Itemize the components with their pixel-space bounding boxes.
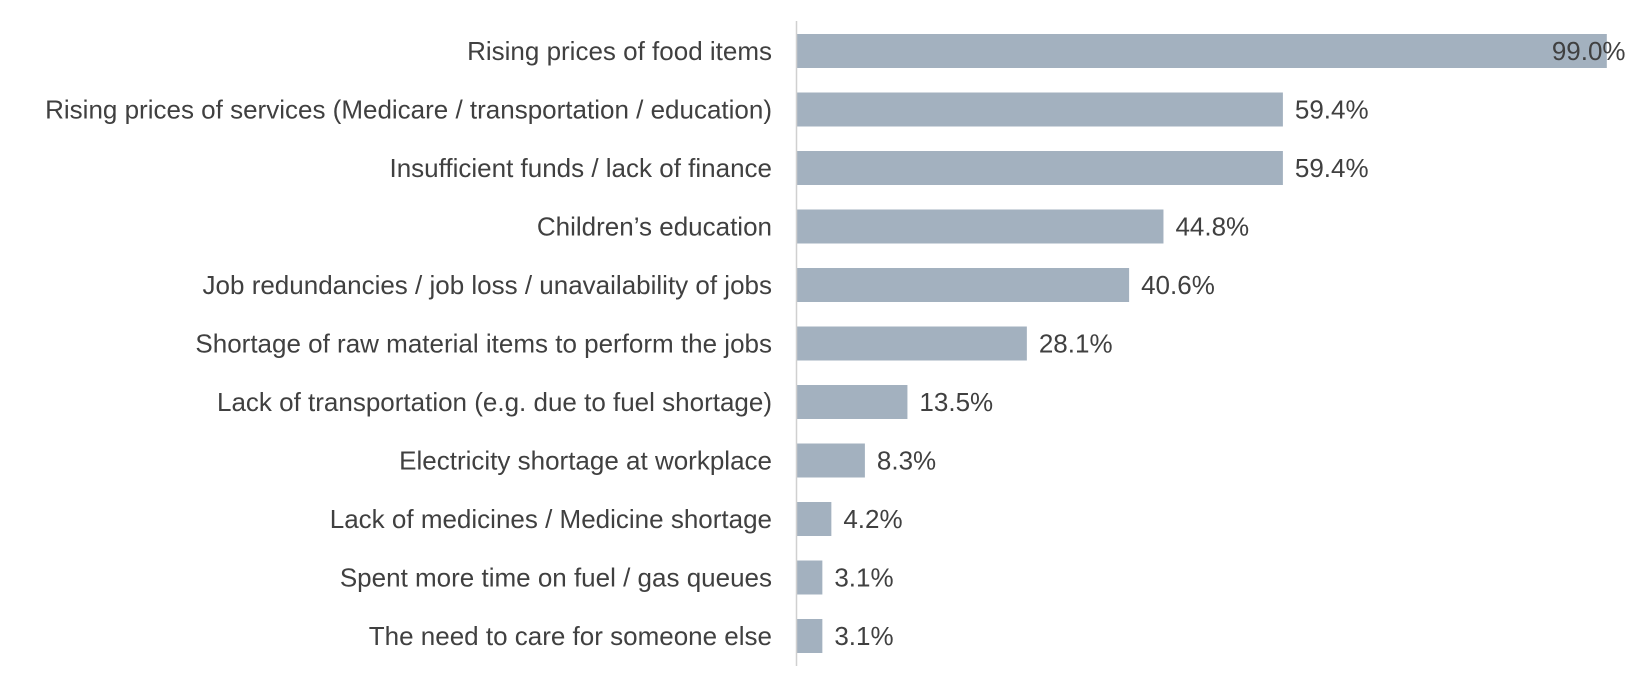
category-labels: Rising prices of food items Rising prices… xyxy=(45,36,772,651)
value-label: 8.3% xyxy=(877,446,936,476)
value-label: 40.6% xyxy=(1141,270,1215,300)
value-label: 3.1% xyxy=(834,563,893,593)
bar xyxy=(797,560,823,595)
category-label: Rising prices of food items xyxy=(467,36,772,66)
category-label: Lack of medicines / Medicine shortage xyxy=(330,504,772,534)
category-label: Shortage of raw material items to perfor… xyxy=(195,329,772,359)
value-label: 4.2% xyxy=(843,504,902,534)
bar xyxy=(797,34,1607,68)
bars xyxy=(797,34,1607,653)
value-label: 44.8% xyxy=(1175,212,1249,242)
value-labels: 99.0% 59.4% 59.4% 44.8% 40.6% 28.1% 13.5% 8.3% 4… xyxy=(834,36,1625,651)
category-label: Lack of transportation (e.g. due to fuel… xyxy=(217,387,772,417)
bar xyxy=(797,92,1283,127)
value-label: 3.1% xyxy=(834,621,893,651)
bar xyxy=(797,619,823,653)
category-label: The need to care for someone else xyxy=(369,621,772,651)
bar xyxy=(797,502,832,536)
value-label: 28.1% xyxy=(1039,329,1113,359)
category-label: Electricity shortage at workplace xyxy=(399,446,772,476)
category-label: Spent more time on fuel / gas queues xyxy=(340,563,772,593)
value-label: 59.4% xyxy=(1295,153,1369,183)
category-label: Insufficient funds / lack of finance xyxy=(389,153,772,183)
category-label: Rising prices of services (Medicare / tr… xyxy=(45,95,772,125)
value-label: 59.4% xyxy=(1295,95,1369,125)
bar xyxy=(797,268,1130,302)
bar xyxy=(797,443,865,478)
bar xyxy=(797,385,908,419)
value-label: 13.5% xyxy=(919,387,993,417)
value-label: 99.0% xyxy=(1552,36,1626,66)
bar xyxy=(797,209,1164,244)
bar xyxy=(797,151,1283,185)
category-label: Job redundancies / job loss / unavailabi… xyxy=(203,270,772,300)
category-label: Children’s education xyxy=(537,212,772,242)
bar xyxy=(797,326,1027,361)
